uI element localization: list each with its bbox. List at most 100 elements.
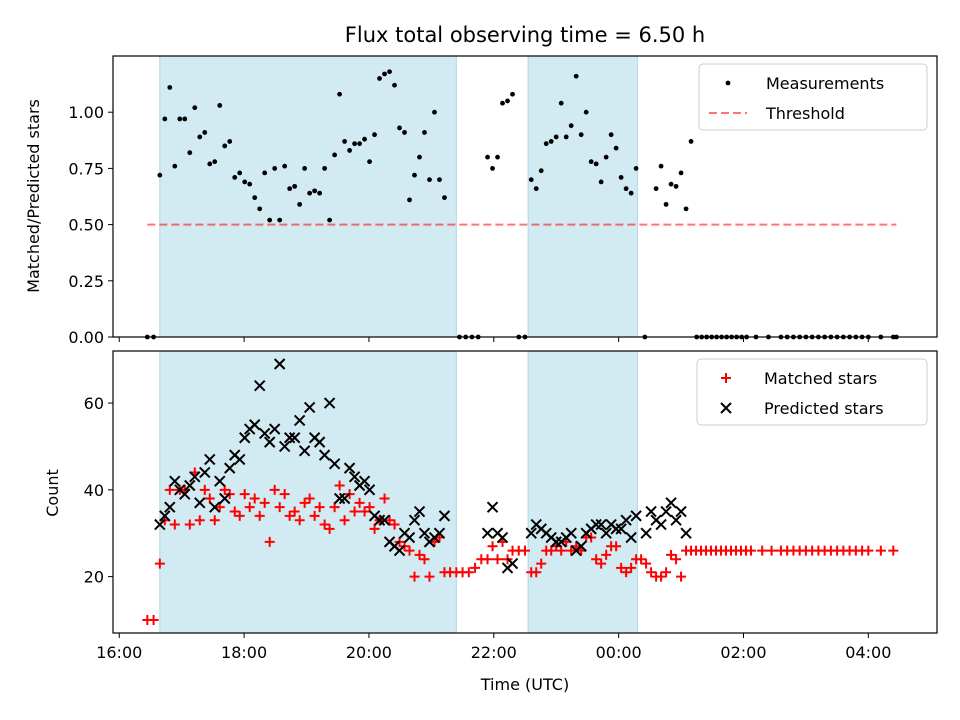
predicted-star-point: [670, 514, 682, 526]
measurement-point: [598, 179, 604, 185]
measurement-point: [432, 109, 437, 115]
predicted-star-point: [590, 518, 602, 531]
axes-frame: [112, 350, 938, 634]
matched-star-point: [646, 567, 657, 578]
measurement-point: [182, 116, 188, 122]
measurement-point: [397, 125, 402, 131]
measurement-point: [668, 181, 674, 187]
predicted-star-point: [224, 462, 236, 474]
predicted-star-point: [338, 492, 351, 505]
matched-star-point: [204, 493, 215, 504]
predicted-star-point: [403, 531, 416, 544]
y-tick-label: 0.75: [68, 159, 104, 178]
predicted-star-point: [675, 505, 687, 518]
predicted-star-point: [660, 505, 672, 518]
predicted-star-point: [343, 462, 356, 474]
bottom-y-axis-label: Count: [43, 469, 62, 517]
matched-star-point: [621, 567, 632, 578]
measurement-point: [192, 105, 198, 111]
matched-star-point: [254, 510, 265, 521]
y-tick-label: 0.50: [68, 216, 104, 235]
matched-star-point: [745, 545, 756, 556]
shaded-span: [527, 350, 638, 634]
measurement-point: [382, 71, 387, 77]
predicted-star-point: [680, 527, 692, 539]
matched-star-point: [404, 545, 415, 556]
measurement-point: [437, 177, 442, 183]
predicted-star-point: [189, 471, 201, 483]
matched-star-point: [531, 567, 542, 578]
matched-star-point: [671, 554, 682, 565]
x-tick-label: 16:00: [96, 643, 142, 662]
measurement-point: [282, 163, 288, 169]
predicted-star-point: [164, 501, 176, 513]
matched-star-point: [259, 497, 270, 508]
predicted-star-point: [565, 527, 577, 539]
predicted-star-point: [323, 397, 336, 409]
matched-star-point: [676, 571, 687, 582]
y-tick-label: 1.00: [68, 103, 104, 122]
measurement-point: [322, 166, 328, 171]
measurement-point: [422, 130, 427, 135]
x-tick-label: 00:00: [596, 643, 642, 662]
predicted-star-point: [194, 497, 206, 509]
measurement-point: [242, 179, 248, 185]
measurement-point: [495, 154, 500, 160]
predicted-star-point: [234, 453, 246, 466]
matched-star-point: [364, 502, 375, 513]
predicted-star-point: [303, 401, 316, 414]
measurement-point: [317, 190, 323, 196]
matched-star-point: [349, 506, 360, 517]
matched-star-point: [601, 549, 612, 560]
matched-star-point: [309, 510, 320, 521]
matched-star-point: [616, 562, 627, 573]
matched-star-point: [289, 506, 300, 517]
predicted-star-point: [169, 475, 181, 487]
matched-star-point: [194, 515, 205, 526]
predicted-star-point: [600, 527, 612, 539]
predicted-star-point: [273, 358, 286, 370]
matched-star-point: [875, 545, 886, 556]
matched-star-point: [379, 493, 390, 504]
measurement-point: [277, 217, 283, 223]
predicted-star-point: [373, 514, 386, 526]
measurement-point: [257, 206, 263, 212]
matched-star-point: [239, 489, 250, 500]
matched-star-point: [384, 515, 395, 526]
predicted-star-point: [313, 436, 326, 448]
matched-star-point: [314, 502, 325, 513]
matched-star-point: [324, 523, 335, 534]
matched-star-point: [209, 515, 220, 526]
measurement-point: [623, 186, 629, 192]
predicted-star-point: [199, 466, 211, 479]
measurement-point: [583, 109, 589, 115]
predicted-star-point: [288, 432, 301, 444]
predicted-star-point: [610, 523, 622, 535]
bottom-panel: 16:00 18:00 20:00 22:00 00:00 02:00 04:00 20 40 6…: [84, 350, 938, 662]
predicted-star-point: [550, 536, 562, 548]
measurement-point: [337, 91, 342, 97]
measurement-point: [578, 132, 584, 138]
matched-star-point: [463, 567, 474, 578]
predicted-star-point: [418, 527, 431, 539]
matched-star-point: [661, 567, 672, 578]
measurement-point: [392, 82, 397, 88]
measurement-point: [427, 177, 432, 183]
matched-star-point: [409, 571, 420, 582]
matched-star-point: [199, 484, 210, 495]
predicted-star-point: [204, 453, 216, 466]
matched-star-point: [369, 523, 380, 534]
measurement-point: [157, 172, 163, 178]
matched-star-point: [229, 506, 240, 517]
x-tick-label: 18:00: [221, 643, 267, 662]
legend-box: [696, 358, 928, 426]
matched-star-point: [611, 541, 622, 552]
x-tick-label: 04:00: [845, 643, 891, 662]
measurement-point: [367, 159, 372, 165]
measurement-point: [407, 197, 412, 203]
predicted-star-point: [525, 527, 537, 539]
measurement-point: [688, 139, 694, 144]
matched-star-point: [284, 510, 295, 521]
matched-star-point: [164, 484, 175, 495]
measurement-point: [543, 141, 549, 147]
